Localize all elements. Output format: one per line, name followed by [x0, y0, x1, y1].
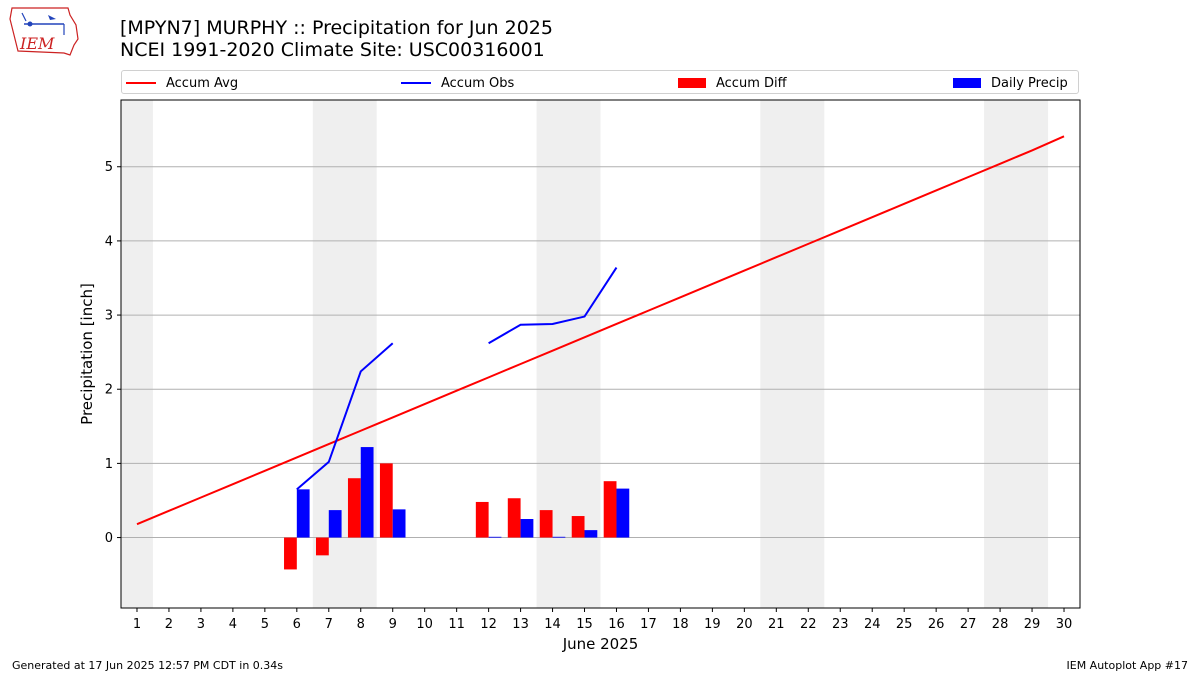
logo-text: IEM [19, 34, 55, 53]
daily-precip-bar [488, 536, 502, 538]
chart-subtitle: NCEI 1991-2020 Climate Site: USC00316001 [120, 39, 545, 61]
x-tick-label: 11 [448, 617, 465, 632]
legend-label: Accum Diff [716, 75, 787, 91]
daily-precip-bar [392, 509, 406, 538]
y-axis-label: Precipitation [inch] [78, 283, 96, 425]
daily-precip-bar [616, 488, 630, 538]
accum-diff-bar [603, 481, 617, 538]
accum-diff-bar [379, 463, 393, 538]
x-tick-label: 21 [768, 617, 785, 632]
x-tick-label: 4 [229, 617, 237, 632]
daily-precip-bar [360, 447, 374, 538]
x-tick-label: 1 [133, 617, 141, 632]
x-axis-label: June 2025 [562, 635, 639, 653]
weekend-shade [760, 100, 825, 608]
x-tick-label: 15 [576, 617, 593, 632]
chart-title: [MPYN7] MURPHY :: Precipitation for Jun … [120, 17, 553, 39]
x-tick-label: 18 [672, 617, 689, 632]
accum-diff-bar [347, 478, 361, 538]
x-tick-label: 6 [293, 617, 301, 632]
x-tick-label: 2 [165, 617, 173, 632]
x-tick-label: 26 [928, 617, 945, 632]
x-tick-label: 5 [261, 617, 269, 632]
accum-obs-line [296, 342, 394, 491]
accum-diff-bar [571, 516, 585, 538]
x-tick-label: 22 [800, 617, 817, 632]
y-tick-label: 2 [105, 383, 113, 398]
y-tick-label: 5 [105, 160, 113, 175]
x-tick-label: 13 [512, 617, 529, 632]
footer-app: IEM Autoplot App #17 [1066, 659, 1189, 672]
weekend-shade [121, 100, 153, 608]
accum-avg-line [136, 135, 1065, 526]
x-tick-label: 14 [544, 617, 561, 632]
legend-label: Daily Precip [991, 75, 1068, 91]
y-tick-label: 1 [105, 457, 113, 472]
legend-swatch-daily-precip [953, 78, 981, 88]
x-tick-label: 17 [640, 617, 657, 632]
footer-generated: Generated at 17 Jun 2025 12:57 PM CDT in… [12, 659, 284, 672]
accum-obs-line [488, 267, 618, 345]
iem-logo: IEM [9, 7, 79, 56]
legend-swatch-accum-obs [401, 82, 431, 84]
accum-diff-bar [475, 501, 489, 538]
x-tick-label: 23 [832, 617, 849, 632]
legend-item-accum-diff: Accum Diff [678, 75, 787, 91]
legend-item-daily-precip: Daily Precip [953, 75, 1068, 91]
legend-item-accum-obs: Accum Obs [401, 75, 514, 91]
x-tick-label: 3 [197, 617, 205, 632]
x-tick-label: 9 [389, 617, 397, 632]
x-tick-label: 8 [357, 617, 365, 632]
accum-diff-bar [507, 498, 521, 538]
daily-precip-bar [584, 530, 598, 538]
legend-item-accum-avg: Accum Avg [126, 75, 238, 91]
x-tick-label: 16 [608, 617, 625, 632]
x-tick-label: 27 [960, 617, 977, 632]
x-tick-label: 29 [1024, 617, 1041, 632]
x-tick-label: 19 [704, 617, 721, 632]
y-tick-label: 4 [105, 234, 113, 249]
legend-swatch-accum-diff [678, 78, 706, 88]
accum-diff-bar [315, 537, 329, 556]
x-tick-label: 28 [992, 617, 1009, 632]
accum-diff-bar [539, 510, 553, 538]
legend-label: Accum Obs [441, 75, 515, 91]
x-tick-label: 12 [480, 617, 497, 632]
y-tick-label: 0 [105, 531, 113, 546]
x-tick-label: 20 [736, 617, 753, 632]
accum-diff-bar [284, 537, 297, 570]
legend-label: Accum Avg [166, 75, 239, 91]
x-tick-label: 30 [1056, 617, 1073, 632]
x-tick-label: 7 [325, 617, 333, 632]
x-tick-label: 10 [416, 617, 433, 632]
y-tick-label: 3 [105, 309, 113, 324]
daily-precip-bar [520, 519, 534, 538]
weekend-shade [312, 100, 377, 608]
daily-precip-bar [296, 489, 310, 538]
daily-precip-bar [328, 510, 342, 538]
weekend-shade [984, 100, 1049, 608]
x-tick-label: 24 [864, 617, 881, 632]
x-tick-label: 25 [896, 617, 913, 632]
legend-swatch-accum-avg [126, 82, 156, 84]
weekend-shade [536, 100, 601, 608]
legend: Accum Avg Accum Obs Accum Diff Daily Pre… [121, 70, 1079, 94]
daily-precip-bar [552, 536, 566, 538]
plot-frame [120, 99, 1081, 609]
